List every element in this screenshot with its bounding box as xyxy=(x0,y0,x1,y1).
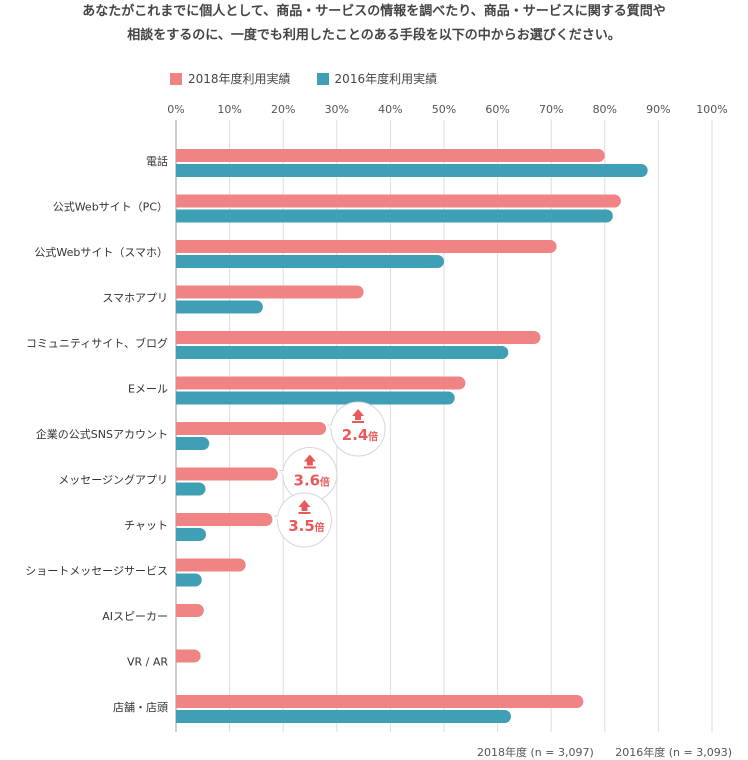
arrow-up-icon xyxy=(303,454,316,466)
x-tick-label: 30% xyxy=(325,103,349,116)
bar-2016 xyxy=(176,528,207,541)
legend-item-2016: 2016年度利用実績 xyxy=(316,70,438,87)
footnote-n-2018: 2018年度 (n = 3,097) xyxy=(477,746,594,759)
title-line-2: 相談をするのに、一度でも利用したことのある手段を以下の中からお選びください。 xyxy=(127,28,621,43)
badge-pointer-fill xyxy=(274,516,285,527)
bar-2016 xyxy=(176,482,206,496)
category-label: 公式Webサイト（スマホ） xyxy=(34,246,168,259)
bar-2018 xyxy=(176,376,466,390)
bar-2018 xyxy=(176,285,364,299)
x-tick-label: 10% xyxy=(217,103,241,116)
badge-unit: 倍 xyxy=(314,521,324,534)
chart-title: あなたがこれまでに個人として、商品・サービスの情報を調べたり、商品・サービスに関… xyxy=(0,0,748,48)
category-label: 電話 xyxy=(146,154,168,168)
badge-pointer-fill xyxy=(328,425,339,436)
arrow-base xyxy=(298,512,311,514)
bar-2016 xyxy=(176,710,511,723)
x-tick-label: 100% xyxy=(696,103,727,116)
bar-2018 xyxy=(176,649,201,663)
x-tick-label: 0% xyxy=(167,103,184,116)
bar-2016 xyxy=(176,209,613,223)
bar-2016 xyxy=(176,346,509,359)
badge-circle xyxy=(330,401,386,457)
category-label: Eメール xyxy=(128,383,168,396)
legend-item-2018: 2018年度利用実績 xyxy=(170,70,291,87)
x-tick-label: 70% xyxy=(539,103,563,116)
x-tick-label: 20% xyxy=(271,103,295,116)
bar-2018 xyxy=(176,604,204,617)
bar-2018 xyxy=(176,467,278,481)
legend: 2018年度利用実績 2016年度利用実績 xyxy=(170,70,463,87)
category-label: メッセージングアプリ xyxy=(58,473,168,487)
legend-label-2016: 2016年度利用実績 xyxy=(334,72,438,86)
bar-2018 xyxy=(176,695,584,708)
category-label: 店舗・店頭 xyxy=(113,700,168,714)
category-label: 企業の公式SNSアカウント xyxy=(36,427,168,441)
badge-value: 3.6 xyxy=(294,472,321,490)
category-label: 公式Webサイト（PC） xyxy=(53,201,168,214)
category-label: AIスピーカー xyxy=(102,610,168,623)
bar-2018 xyxy=(176,240,557,253)
arrow-up-icon xyxy=(352,409,365,420)
category-label: ショートメッセージサービス xyxy=(25,565,168,578)
title-line-1: あなたがこれまでに個人として、商品・サービスの情報を調べたり、商品・サービスに関… xyxy=(82,4,666,19)
arrow-base xyxy=(303,466,316,469)
bar-2016 xyxy=(176,573,202,587)
x-tick-label: 50% xyxy=(432,103,456,116)
footnote-n-2016: 2016年度 (n = 3,093) xyxy=(615,746,732,759)
bar-2018 xyxy=(176,194,621,208)
bar-2018 xyxy=(176,331,541,344)
badge-value: 3.5 xyxy=(288,517,315,535)
badge-pointer-fill xyxy=(279,471,290,482)
footnote: 2018年度 (n = 3,097) 2016年度 (n = 3,093) xyxy=(459,744,732,760)
x-tick-label: 80% xyxy=(593,103,617,116)
badge-circle xyxy=(276,492,332,548)
bar-2018 xyxy=(176,422,327,435)
bar-2016 xyxy=(176,164,648,177)
arrow-base xyxy=(352,421,365,423)
bar-2018 xyxy=(176,149,605,162)
badge-value: 2.4 xyxy=(342,426,369,444)
badge-unit: 倍 xyxy=(368,430,378,443)
category-label: VR / AR xyxy=(127,656,168,669)
legend-swatch-2018 xyxy=(170,72,182,85)
bar-2016 xyxy=(176,391,455,405)
category-label: コミュニティサイト、ブログ xyxy=(26,336,168,350)
x-tick-label: 40% xyxy=(378,103,402,116)
x-tick-label: 60% xyxy=(485,103,509,116)
category-label: チャット xyxy=(124,519,168,532)
badge-unit: 倍 xyxy=(320,476,330,489)
bar-chart: 0% 10% 20% 30% 40% 50% 60% 70% 80% 90% 100% 電話公式Web… xyxy=(25,103,728,732)
bar-2018 xyxy=(176,513,273,526)
category-label: スマホアプリ xyxy=(102,292,168,305)
legend-swatch-2016 xyxy=(316,72,329,85)
legend-label-2018: 2018年度利用実績 xyxy=(188,72,291,86)
bar-2016 xyxy=(176,300,263,314)
bar-2016 xyxy=(176,437,210,450)
arrow-up-icon xyxy=(298,500,311,511)
bar-2018 xyxy=(176,558,246,572)
bar-2016 xyxy=(176,255,444,268)
x-tick-label: 90% xyxy=(646,103,670,116)
